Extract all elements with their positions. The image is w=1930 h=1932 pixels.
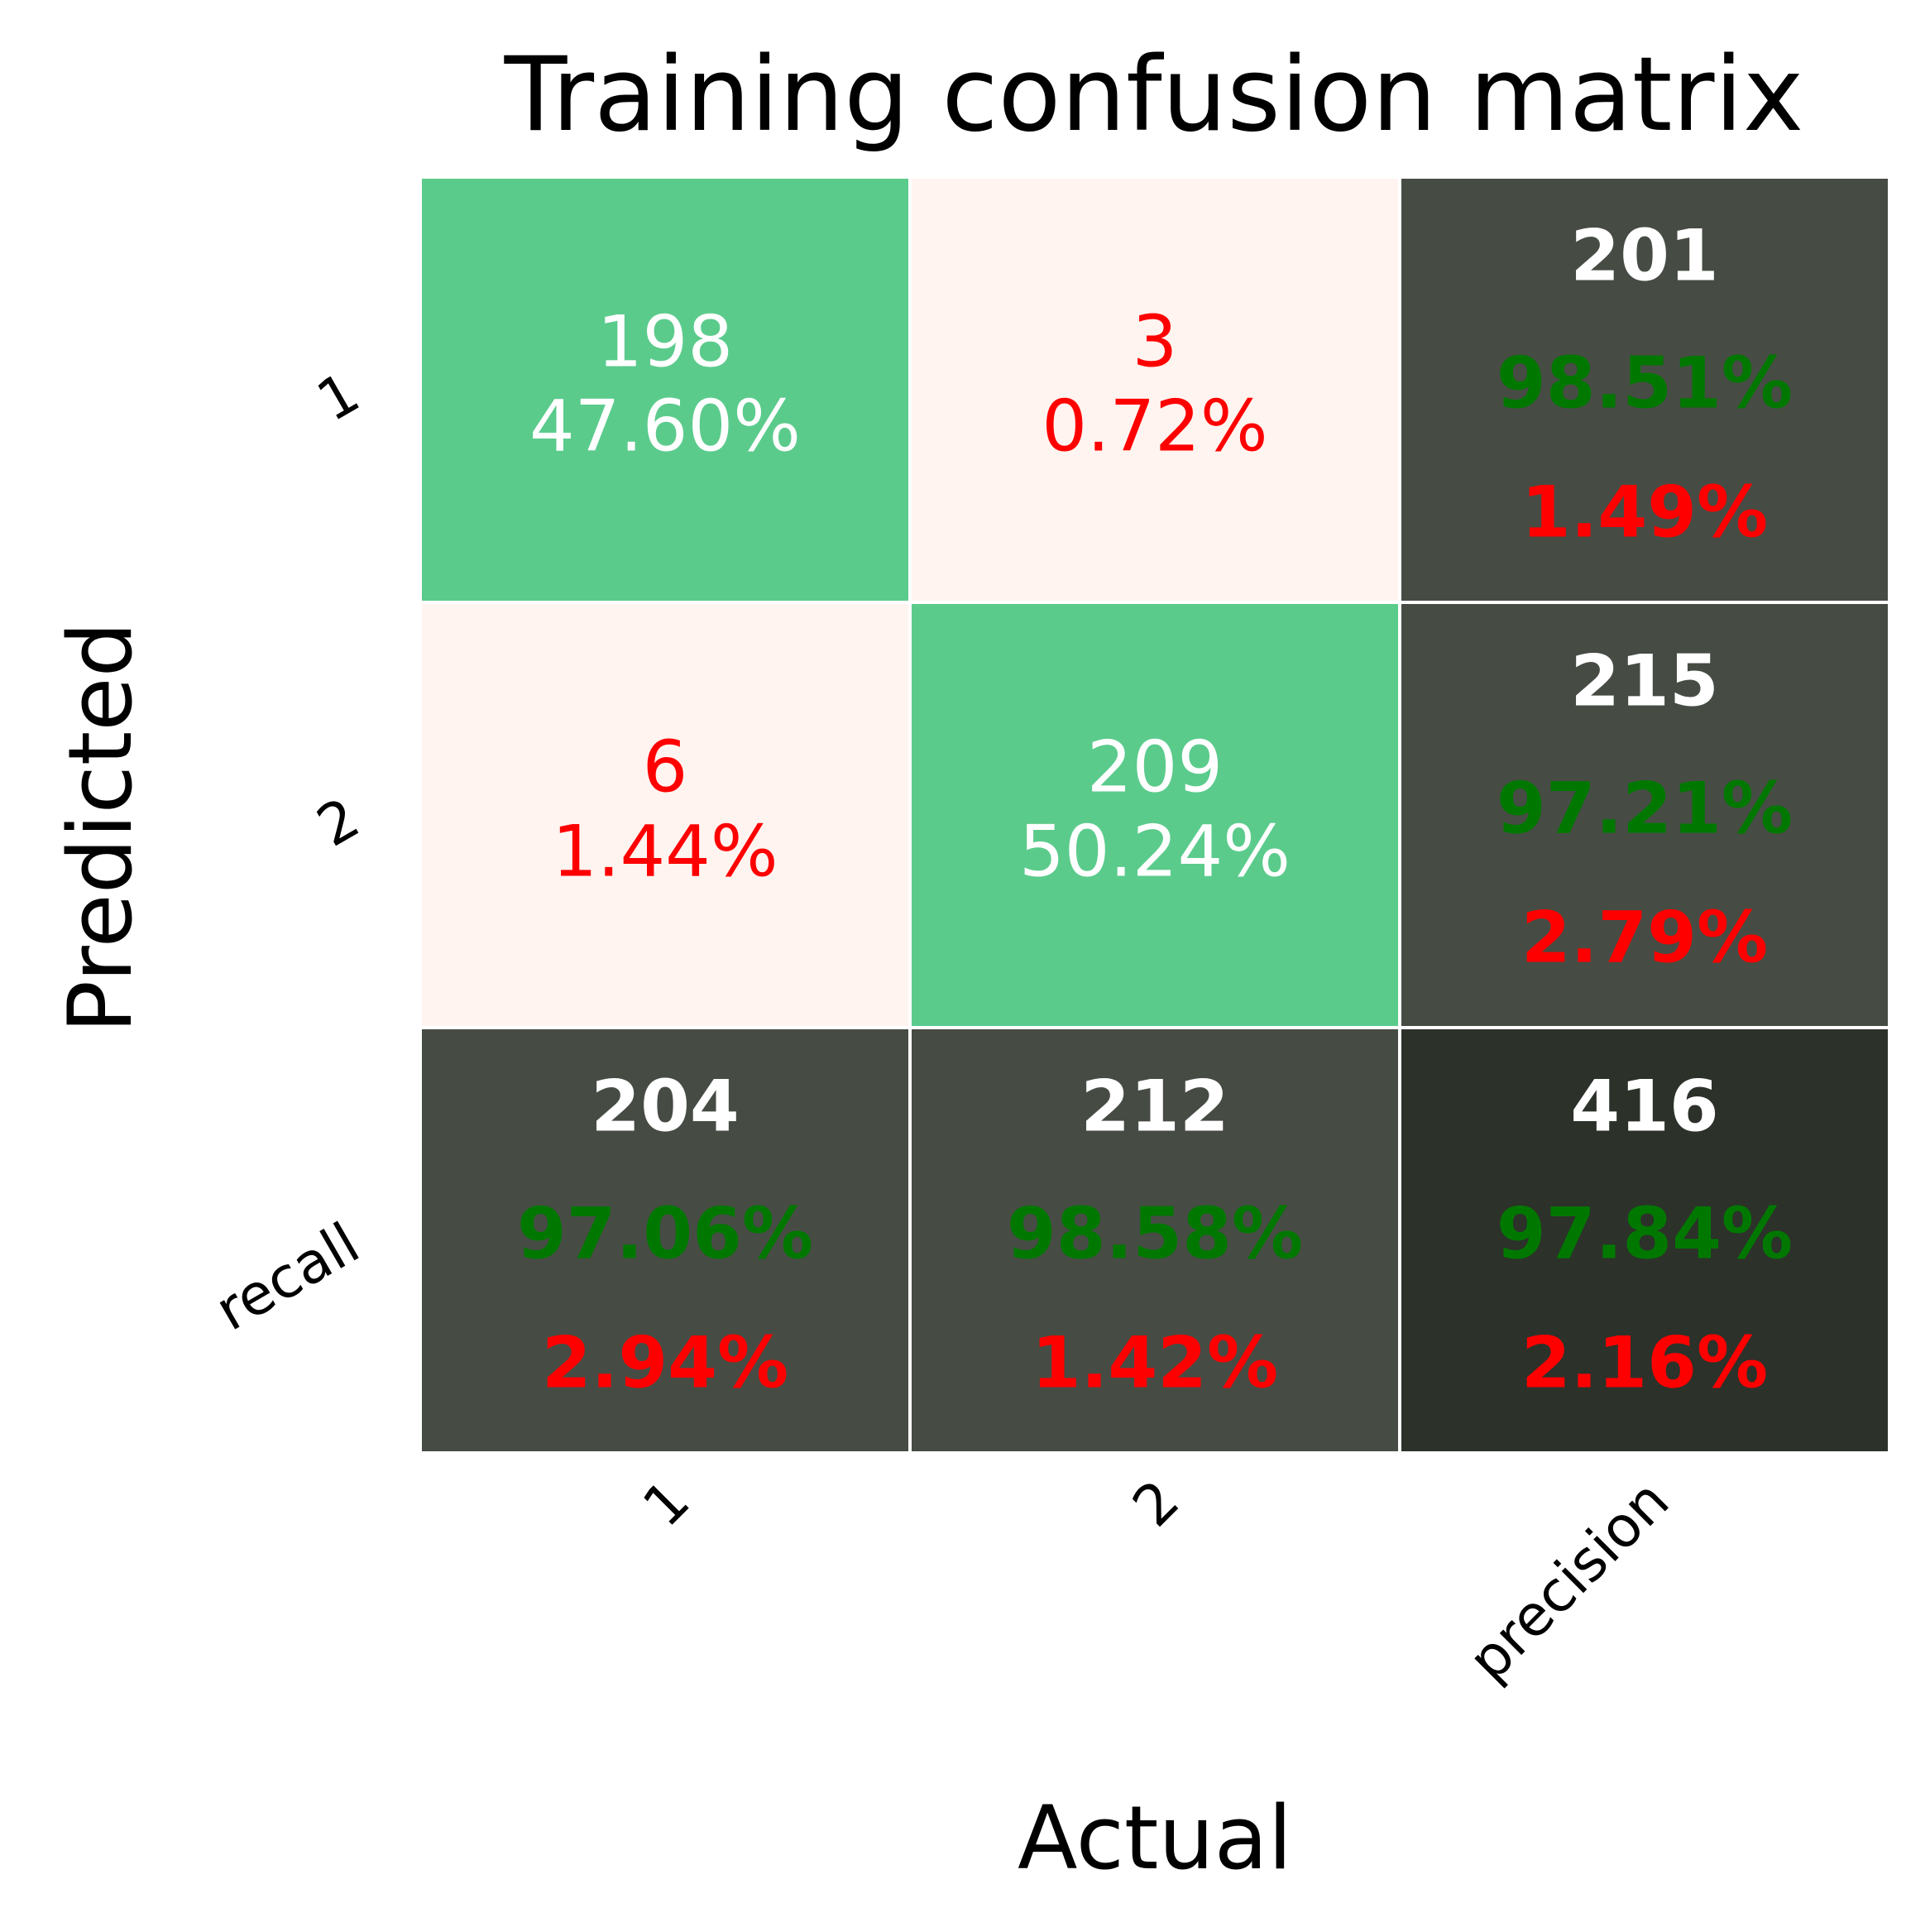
summary-bad-rate: 2.94% bbox=[542, 1321, 788, 1404]
summary-bad-rate: 1.42% bbox=[1032, 1321, 1278, 1404]
y-tick-label: 2 bbox=[307, 785, 371, 860]
cell-background bbox=[908, 601, 1401, 1029]
summary-count: 215 bbox=[1570, 640, 1719, 722]
x-tick-label: 1 bbox=[631, 1468, 702, 1539]
total-cell: 416 97.84% 2.16% bbox=[1398, 1026, 1891, 1455]
summary-count: 201 bbox=[1570, 214, 1719, 297]
cell-background bbox=[908, 1026, 1401, 1455]
cell-percent: 0.72% bbox=[1042, 385, 1267, 467]
y-axis-label: Predicted bbox=[50, 621, 151, 1033]
matrix-cells: 19847.60%30.72%61.44%20950.24%20198.51%1… bbox=[419, 175, 1891, 1455]
cell-count: 3 bbox=[1133, 300, 1178, 383]
summary-cell: 215 97.21% 2.79% bbox=[1398, 601, 1891, 1029]
cell-percent: 47.60% bbox=[529, 385, 801, 467]
summary-good-rate: 97.21% bbox=[1497, 767, 1793, 850]
summary-count: 212 bbox=[1080, 1065, 1229, 1148]
cell-background bbox=[1398, 1026, 1891, 1455]
cell-count: 209 bbox=[1087, 726, 1223, 808]
cell-percent: 50.24% bbox=[1019, 810, 1291, 893]
summary-bad-rate: 2.16% bbox=[1521, 1321, 1768, 1404]
cell-count: 198 bbox=[597, 300, 733, 383]
x-axis-label: Actual bbox=[1018, 1787, 1292, 1889]
cell-background bbox=[419, 175, 912, 604]
cell-background bbox=[419, 1026, 912, 1455]
summary-cell: 204 97.06% 2.94% bbox=[419, 1026, 912, 1455]
summary-good-rate: 97.06% bbox=[517, 1192, 813, 1275]
summary-bad-rate: 2.79% bbox=[1521, 896, 1768, 979]
cell-background bbox=[1398, 175, 1891, 604]
summary-good-rate: 98.51% bbox=[1497, 342, 1793, 424]
summary-cell: 201 98.51% 1.49% bbox=[1398, 175, 1891, 604]
cell-background bbox=[1398, 601, 1891, 1029]
cell-percent: 1.44% bbox=[552, 810, 778, 893]
x-tick-label: 2 bbox=[1121, 1468, 1192, 1539]
summary-count: 204 bbox=[591, 1065, 740, 1148]
summary-count: 416 bbox=[1570, 1065, 1719, 1148]
chart-title: Training confusion matrix bbox=[504, 36, 1804, 155]
x-tick-label: precision bbox=[1456, 1468, 1682, 1694]
y-tick-label: recall bbox=[205, 1210, 371, 1344]
summary-cell: 212 98.58% 1.42% bbox=[908, 1026, 1401, 1455]
cell-background bbox=[419, 601, 912, 1029]
matrix-cell: 61.44% bbox=[419, 601, 912, 1029]
cell-count: 6 bbox=[643, 726, 688, 808]
matrix-cell: 30.72% bbox=[908, 175, 1401, 604]
summary-good-rate: 97.84% bbox=[1497, 1192, 1793, 1275]
y-tick-label: 1 bbox=[307, 360, 371, 434]
cell-background bbox=[908, 175, 1401, 604]
summary-bad-rate: 1.49% bbox=[1521, 471, 1768, 554]
summary-good-rate: 98.58% bbox=[1007, 1192, 1303, 1275]
